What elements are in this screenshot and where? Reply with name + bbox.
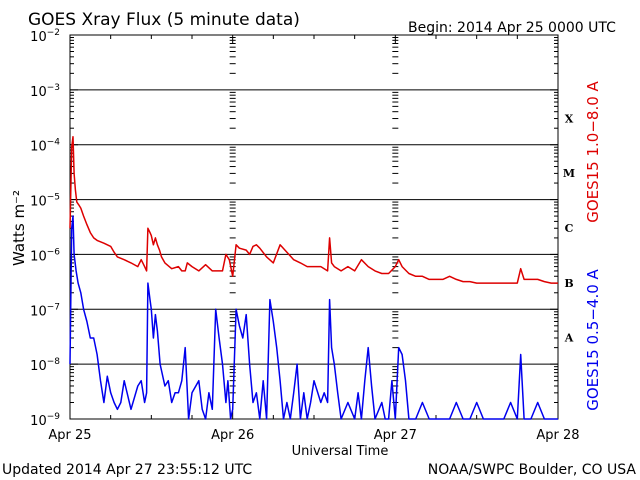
series-layer xyxy=(69,135,558,420)
credit-text: NOAA/SWPC Boulder, CO USA xyxy=(428,462,637,478)
flare-class-label: C xyxy=(565,222,574,235)
chart-title: GOES Xray Flux (5 minute data) xyxy=(28,10,300,30)
y-tick-label: 10−7 xyxy=(30,302,60,319)
legend-series-2: GOES15 0.5−4.0 A xyxy=(584,268,602,410)
x-tick-label: Apr 25 xyxy=(48,428,91,443)
flare-class-labels: X M C B A xyxy=(563,112,575,344)
updated-time: Updated 2014 Apr 27 23:55:12 UTC xyxy=(2,462,252,478)
y-tick-label: 10−2 xyxy=(30,28,60,45)
y-tick-label: 10−8 xyxy=(30,357,60,374)
day-markers xyxy=(69,35,559,419)
grid-lines xyxy=(70,89,558,365)
series-line-1 xyxy=(69,135,558,284)
y-tick-label: 10−5 xyxy=(30,193,60,210)
begin-time: Begin: 2014 Apr 25 0000 UTC xyxy=(408,20,616,36)
x-tick-label: Apr 26 xyxy=(211,428,254,443)
y-tick-label: 10−9 xyxy=(30,412,60,429)
y-tick-label: 10−4 xyxy=(30,138,60,155)
flare-class-label: B xyxy=(564,277,573,290)
flare-class-label: X xyxy=(565,112,574,125)
y-axis-title: Watts m⁻² xyxy=(10,190,28,266)
x-axis-title: Universal Time xyxy=(292,444,389,459)
legend-series-1: GOES15 1.0−8.0 A xyxy=(584,80,602,222)
flare-class-label: M xyxy=(563,167,575,180)
flare-class-label: A xyxy=(564,332,574,345)
x-axis-labels: Apr 25 Apr 26 Apr 27 Apr 28 xyxy=(48,428,579,443)
series-line-2 xyxy=(69,215,558,420)
x-tick-label: Apr 27 xyxy=(374,428,417,443)
minor-ticks xyxy=(70,37,558,420)
x-tick-label: Apr 28 xyxy=(536,428,579,443)
y-axis-labels: 10−2 10−3 10−4 10−5 10−6 10−7 10−8 10−9 xyxy=(30,28,60,429)
plot-frame xyxy=(69,34,559,420)
y-tick-label: 10−6 xyxy=(30,247,60,264)
y-tick-label: 10−3 xyxy=(30,83,60,100)
